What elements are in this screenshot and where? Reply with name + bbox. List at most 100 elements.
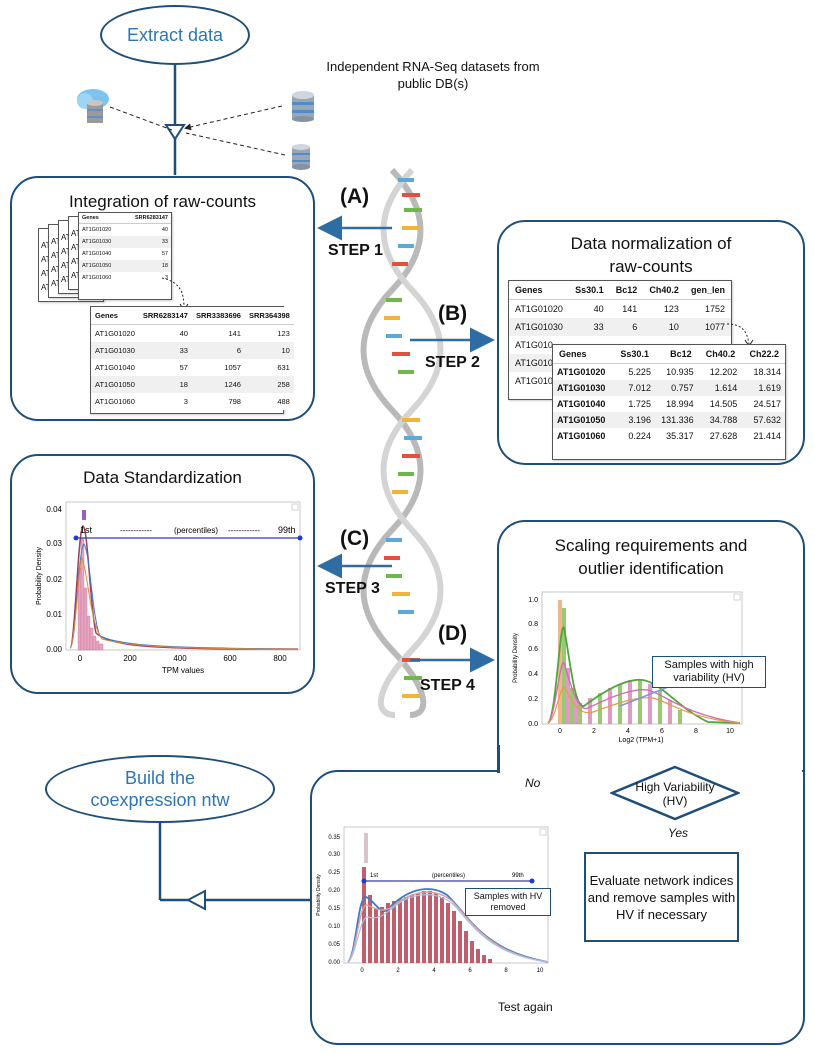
step-2-label: STEP 2 [425,354,480,371]
y-axis-label: Probability Density [36,547,43,605]
y-axis-label: Probability Density [513,633,519,683]
cell: AT1G01030 [553,380,613,396]
panel-standardization-title: Data Standardization [83,468,242,487]
evaluate-network-box: Evaluate network indices and remove samp… [584,852,739,942]
cell: 34.788 [697,412,742,428]
y-tick: 0.05 [328,942,340,948]
y-tick: 0.4 [528,671,538,678]
cell: 6 [609,318,644,336]
cell: 488 [277,397,290,406]
cell: 123 [663,304,679,314]
y-axis-label: Probability Density [316,874,322,916]
cell: 1.614 [697,380,742,396]
small-raw-table: Genes SRR6283147 AT1G01020 40 AT1G01030 33… [78,212,172,300]
col-header: SRR3383696 [191,307,245,325]
col-header: Ss30.1 [569,281,610,300]
pct-dashes-right: ------------ [228,526,260,535]
cell: 24.517 [753,399,781,409]
y-tick: 0.20 [328,888,340,894]
cell: 12.202 [709,367,738,377]
col-header: Genes [553,345,613,364]
y-tick: 0.2 [528,696,538,703]
col-header: Bc12 [609,281,644,300]
cell: 18 [138,376,192,393]
small-cell: 33 [122,236,171,248]
cell: 6 [191,342,245,359]
cell: 1.725 [628,399,651,409]
panel-join [500,766,802,774]
cell: 14.505 [709,399,738,409]
small-cell: AT1G01040 [82,251,112,257]
panel-scaling-title-2: outlier identification [578,559,724,578]
x-tick: 10 [726,728,734,735]
cell: 131.336 [654,412,698,428]
cell: 5.225 [628,367,651,377]
cell: AT1G010 [515,376,553,386]
pct-right-label: 99th [512,873,524,879]
col-header: gen_len [684,281,731,300]
cell: 1077 [684,318,731,336]
col-header: Bc12 [654,345,698,364]
y-tick: 0.01 [46,610,62,619]
y-tick: 0.6 [528,646,538,653]
cell: 33 [569,318,610,336]
normalized-table: Genes Ss30.1 Bc12 Ch40.2 Ch22.2 AT1G0102… [552,344,786,460]
cell: 57 [179,363,188,372]
cell: AT1G01020 [95,329,135,338]
pct-mid-label: (percentiles) [174,526,218,535]
small-col-header: SRR6283147 [122,213,171,224]
pct-right-label: 99th [278,525,296,535]
y-tick: 0.04 [46,505,62,514]
cell: 141 [622,304,638,314]
cell: 10 [643,318,685,336]
small-cell: 18 [122,260,171,272]
x-tick: 800 [273,654,287,663]
build-network-label: Build the coexpression ntw [90,768,230,810]
cell: 3.196 [612,412,655,428]
panel-join-line [497,745,500,773]
build-network-node: Build the coexpression ntw [45,755,275,823]
panel-integration-title: Integration of raw-counts [68,192,257,211]
dna-helix-icon [360,167,444,718]
cell: 10.935 [666,367,694,377]
database-icon [292,91,314,122]
cell: AT1G01050 [553,412,613,428]
cell: 27.628 [709,431,738,441]
small-cell: 3 [164,275,168,281]
col-header: Ch40.2 [643,281,685,300]
x-tick: 8 [694,728,698,735]
yes-label: Yes [668,826,689,840]
small-cell: AT1G01060 [82,275,112,281]
panel-normalization-title-1: Data normalization of [570,234,732,253]
cell: 10 [244,342,294,359]
x-tick: 4 [432,968,436,974]
no-label: No [525,776,541,790]
cell: AT1G01060 [95,397,135,406]
cell: 18.994 [666,399,694,409]
x-tick: 10 [537,968,544,974]
y-tick: 0.8 [528,621,538,628]
small-cell: AT1G01020 [82,227,112,233]
cell: AT1G01040 [95,363,135,372]
test-again-label: Test again [498,1000,553,1014]
x-axis-label: TPM values [162,666,204,675]
col-header: Ch40.2 [697,345,742,364]
col-header: SRR6283147 [138,307,192,325]
x-tick: 6 [660,728,664,735]
step-4-label: STEP 4 [420,677,475,694]
pct-left-label: 1st [370,873,378,879]
y-tick: 0.35 [328,835,340,841]
cell: 123 [277,329,290,338]
hv-removed-callout: Samples with HV removed [465,888,551,916]
y-tick: 0.15 [328,906,340,912]
x-tick: 400 [173,654,187,663]
cell: 3 [183,397,188,406]
small-cell: 57 [161,251,168,257]
y-tick: 0.03 [46,539,62,548]
small-col-header: Genes [79,213,123,224]
y-tick: 0.10 [328,924,340,930]
tpm-density-chart: 1st ------------ (percentiles) ---------… [36,501,303,675]
cell: 35.317 [666,431,694,441]
col-header: Ss30.1 [612,345,655,364]
pct-mid-label: (percentiles) [432,873,465,879]
